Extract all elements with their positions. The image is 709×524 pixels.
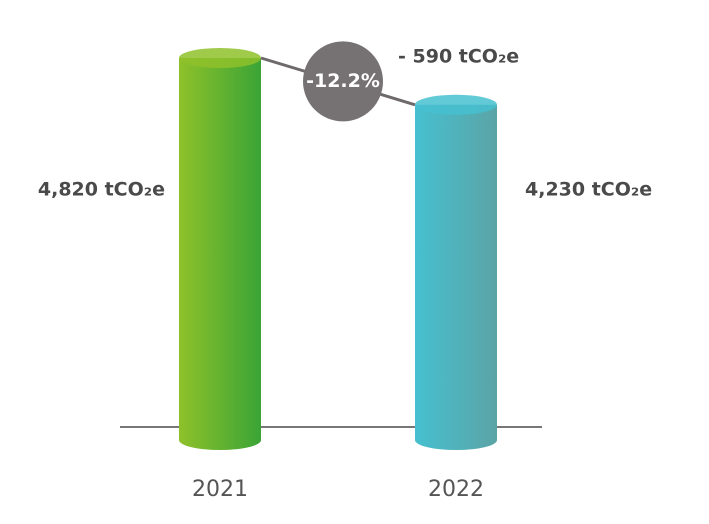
change-amount: - 590 tCO₂e xyxy=(398,46,519,68)
cylinder xyxy=(179,48,261,450)
cylinder-top xyxy=(415,94,497,115)
cylinder-top xyxy=(179,48,261,68)
cylinder xyxy=(415,94,497,450)
x-tick-label: 2022 xyxy=(428,477,484,502)
change-badge xyxy=(303,41,383,122)
change-percent: -12.2% xyxy=(306,70,380,92)
bar xyxy=(179,58,261,440)
x-tick-label: 2021 xyxy=(192,477,248,502)
value-label: 4,820 tCO₂e xyxy=(38,179,165,201)
bar xyxy=(415,104,497,440)
value-label: 4,230 tCO₂e xyxy=(525,179,652,201)
